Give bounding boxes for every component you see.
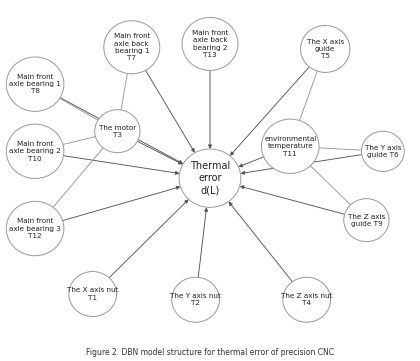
Ellipse shape	[344, 199, 389, 242]
Ellipse shape	[6, 57, 64, 112]
Ellipse shape	[104, 21, 160, 74]
Ellipse shape	[301, 25, 350, 73]
Ellipse shape	[95, 110, 140, 153]
Text: Thermal
error
d(L): Thermal error d(L)	[190, 161, 230, 195]
Ellipse shape	[179, 149, 241, 208]
Text: The Z axis
guide T9: The Z axis guide T9	[348, 213, 385, 227]
Ellipse shape	[6, 201, 64, 256]
Text: The Y axis
guide T6: The Y axis guide T6	[365, 145, 401, 158]
Ellipse shape	[6, 124, 64, 179]
Ellipse shape	[69, 271, 117, 317]
Ellipse shape	[182, 17, 238, 70]
Text: Main front
axle bearing 1
T8: Main front axle bearing 1 T8	[9, 74, 61, 95]
Text: environmental
temperature
T11: environmental temperature T11	[264, 136, 316, 157]
Text: Figure 2. DBN model structure for thermal error of precision CNC: Figure 2. DBN model structure for therma…	[86, 348, 334, 357]
Ellipse shape	[283, 277, 331, 322]
Text: The Z axis nut
T4: The Z axis nut T4	[281, 293, 333, 306]
Text: Main front
axle back
bearing 1
T7: Main front axle back bearing 1 T7	[113, 33, 150, 61]
Text: The X axis nut
T1: The X axis nut T1	[67, 287, 118, 301]
Text: Main front
axle bearing 2
T10: Main front axle bearing 2 T10	[9, 141, 61, 162]
Text: Main front
axle bearing 3
T12: Main front axle bearing 3 T12	[9, 218, 61, 239]
Text: Main front
axle back
bearing 2
T13: Main front axle back bearing 2 T13	[192, 30, 228, 58]
Ellipse shape	[261, 119, 319, 174]
Text: The Y axis nut
T2: The Y axis nut T2	[170, 293, 221, 306]
Text: The X axis
guide
T5: The X axis guide T5	[307, 39, 344, 59]
Ellipse shape	[172, 277, 220, 322]
Text: The motor
T3: The motor T3	[99, 125, 136, 138]
Ellipse shape	[362, 131, 404, 171]
